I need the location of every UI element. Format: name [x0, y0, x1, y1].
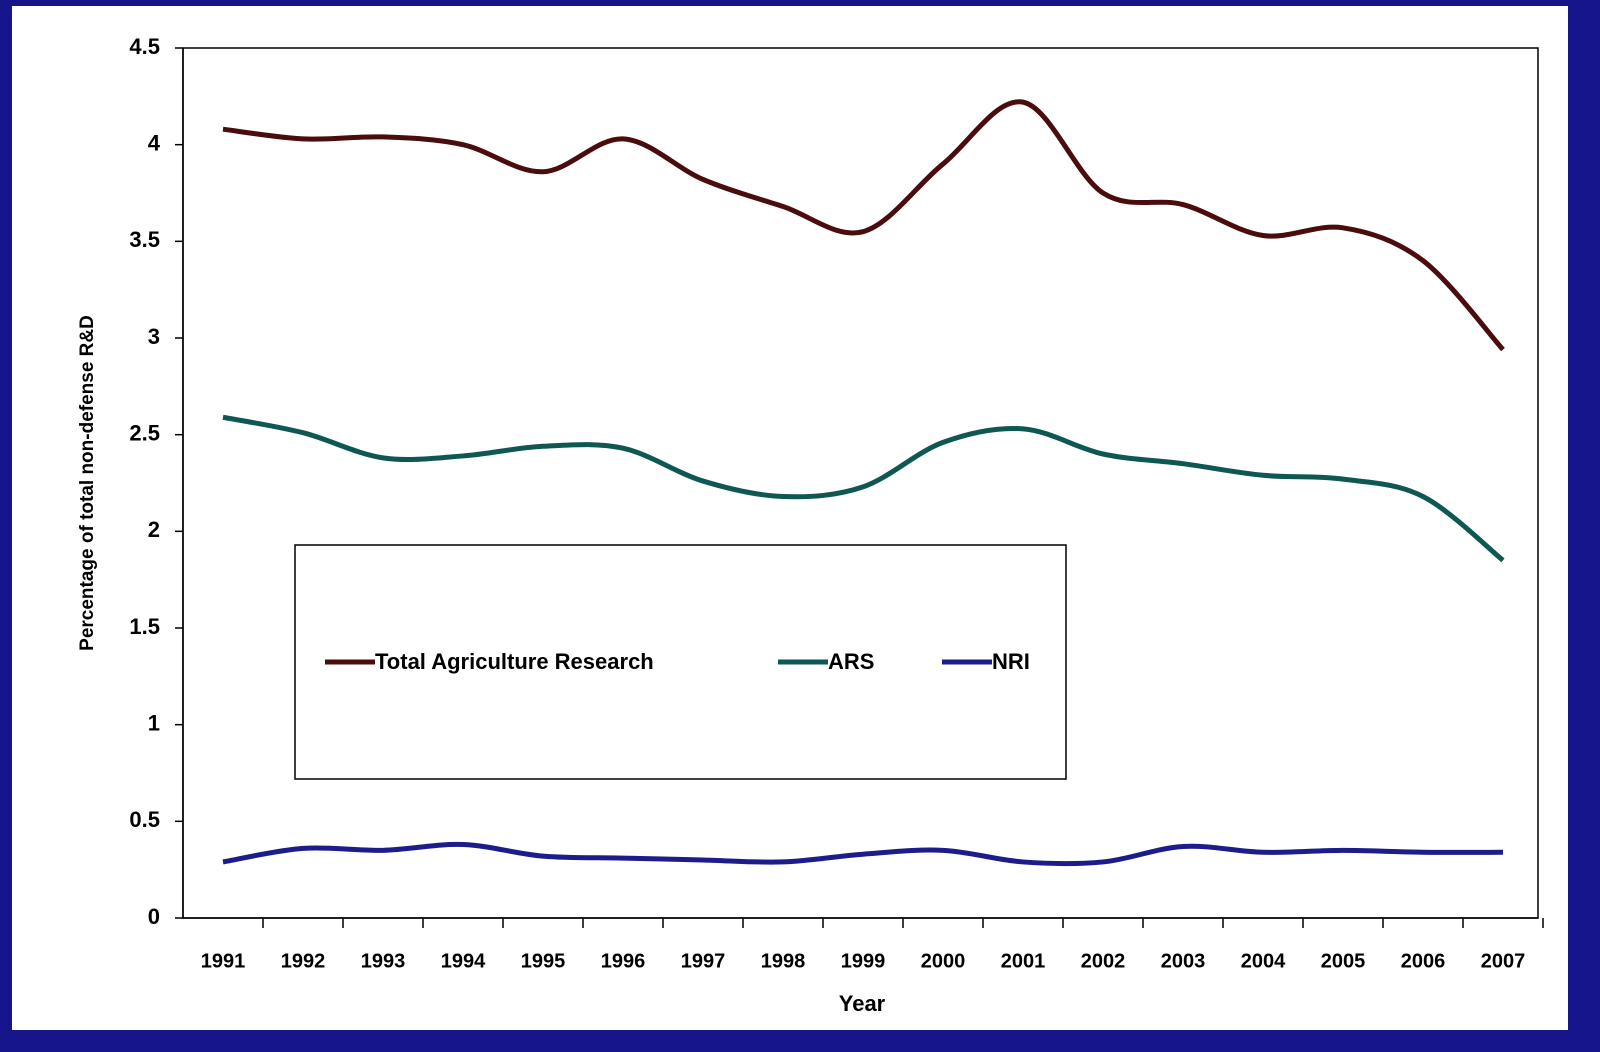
chart-background — [12, 6, 1568, 1030]
y-tick-label: 4.5 — [129, 34, 160, 59]
x-tick-label: 1999 — [841, 950, 886, 972]
series-line — [222, 99, 1505, 352]
y-tick-label: 0.5 — [129, 807, 160, 832]
x-tick-label: 2004 — [1241, 950, 1286, 972]
x-tick-label: 1995 — [521, 950, 566, 972]
x-tick-label: 2006 — [1401, 950, 1446, 972]
legend-label: Total Agriculture Research — [375, 649, 654, 674]
x-tick-label: 2007 — [1481, 950, 1526, 972]
series-line — [222, 414, 1505, 563]
x-tick-label: 1991 — [201, 950, 246, 972]
x-axis-label: Year — [839, 991, 886, 1016]
y-tick-label: 1.5 — [129, 614, 160, 639]
y-tick-label: 0 — [148, 904, 160, 929]
y-tick-label: 4 — [148, 130, 161, 155]
legend-box — [294, 544, 1067, 780]
x-tick-label: 2000 — [921, 950, 966, 972]
legend-label: ARS — [828, 649, 874, 674]
x-tick-label: 1992 — [281, 950, 326, 972]
x-tick-label: 2003 — [1161, 950, 1206, 972]
x-tick-label: 1998 — [761, 950, 806, 972]
y-tick-label: 3.5 — [129, 227, 160, 252]
y-axis-label: Percentage of total non-defense R&D — [77, 315, 98, 651]
x-tick-label: 2002 — [1081, 950, 1126, 972]
y-tick-label: 2.5 — [129, 420, 160, 445]
x-tick-label: 1997 — [681, 950, 726, 972]
x-tick-label: 2005 — [1321, 950, 1366, 972]
y-tick-label: 3 — [148, 324, 160, 349]
y-tick-label: 2 — [148, 517, 160, 542]
legend-label: NRI — [992, 649, 1030, 674]
x-tick-label: 1993 — [361, 950, 406, 972]
x-tick-label: 1994 — [441, 950, 486, 972]
x-tick-label: 1996 — [601, 950, 646, 972]
x-tick-label: 2001 — [1001, 950, 1046, 972]
series-line — [222, 841, 1504, 867]
y-tick-label: 1 — [148, 710, 160, 735]
